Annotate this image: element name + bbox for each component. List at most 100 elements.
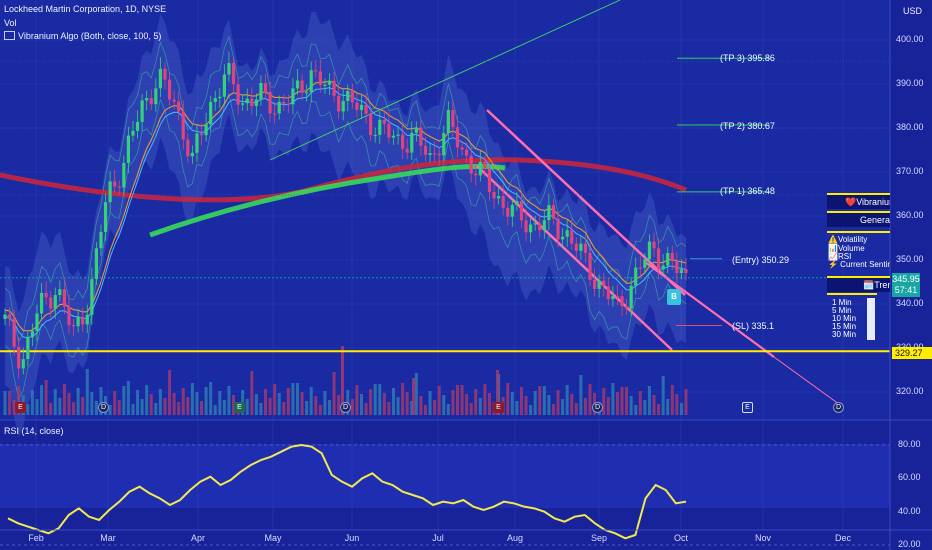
candle[interactable] (177, 91, 181, 121)
candle[interactable] (131, 120, 135, 142)
candle[interactable] (396, 127, 400, 145)
candle[interactable] (49, 291, 53, 318)
candle[interactable] (323, 78, 327, 94)
candle[interactable] (268, 81, 272, 123)
candle[interactable] (245, 88, 249, 111)
candle[interactable] (414, 121, 418, 142)
candle[interactable] (85, 304, 89, 334)
candle[interactable] (62, 279, 67, 315)
candle[interactable] (181, 100, 185, 150)
candle[interactable] (90, 267, 94, 325)
candle[interactable] (158, 57, 162, 98)
candle[interactable] (519, 190, 524, 228)
earnings-event-icon[interactable]: E (15, 402, 26, 413)
candle[interactable] (58, 280, 62, 302)
candle[interactable] (359, 94, 364, 119)
candle[interactable] (592, 268, 597, 297)
candle[interactable] (117, 180, 121, 195)
candle[interactable] (629, 276, 633, 317)
candle[interactable] (222, 64, 226, 103)
candle[interactable] (44, 281, 48, 305)
candle[interactable] (469, 146, 473, 183)
candle[interactable] (634, 257, 638, 295)
candle[interactable] (30, 323, 35, 347)
candle[interactable] (624, 298, 629, 315)
candle[interactable] (410, 121, 414, 161)
candle[interactable] (346, 84, 350, 112)
candle[interactable] (583, 234, 588, 264)
indicator-legend[interactable]: Vibranium Algo (Both, close, 100, 5) (4, 31, 161, 41)
candle[interactable] (163, 62, 167, 90)
candle[interactable] (12, 309, 16, 356)
candle[interactable] (140, 94, 144, 131)
candle[interactable] (675, 252, 679, 284)
candle[interactable] (99, 224, 103, 256)
candle[interactable] (656, 238, 661, 280)
candle[interactable] (615, 284, 620, 305)
candle[interactable] (295, 69, 300, 95)
candle[interactable] (652, 232, 656, 258)
candle[interactable] (501, 184, 505, 216)
candle[interactable] (606, 277, 610, 306)
candle[interactable] (277, 95, 281, 120)
candle[interactable] (391, 129, 396, 145)
candle[interactable] (35, 304, 39, 342)
volume-legend[interactable]: Vol (4, 18, 17, 28)
candle[interactable] (387, 112, 391, 144)
candle[interactable] (71, 318, 76, 337)
candle[interactable] (533, 215, 537, 231)
candle[interactable] (428, 143, 432, 163)
candle[interactable] (17, 336, 21, 379)
candle[interactable] (661, 254, 665, 276)
candle[interactable] (108, 171, 112, 213)
candle[interactable] (478, 150, 482, 182)
rsi-legend[interactable]: RSI (14, close) (4, 426, 64, 436)
candle[interactable] (465, 142, 469, 164)
candle[interactable] (204, 112, 208, 142)
candle[interactable] (53, 287, 57, 319)
candle[interactable] (263, 74, 268, 100)
candle[interactable] (638, 256, 642, 278)
candle[interactable] (113, 170, 117, 193)
candle[interactable] (3, 308, 7, 326)
candle[interactable] (579, 236, 583, 260)
candle[interactable] (510, 197, 514, 227)
candle[interactable] (574, 237, 578, 259)
dividend-event-icon[interactable]: D (98, 402, 109, 413)
candle[interactable] (515, 192, 519, 212)
candle[interactable] (337, 85, 341, 119)
candle[interactable] (679, 259, 684, 280)
candle[interactable] (327, 73, 332, 95)
candle[interactable] (446, 101, 450, 141)
candle[interactable] (39, 282, 44, 320)
candle[interactable] (529, 218, 533, 243)
dividend-event-icon[interactable]: D (592, 402, 603, 413)
candle[interactable] (218, 88, 222, 109)
candle[interactable] (643, 253, 647, 274)
candle[interactable] (145, 90, 149, 111)
candle[interactable] (199, 123, 204, 146)
candle[interactable] (542, 210, 546, 240)
candle[interactable] (373, 127, 377, 143)
candle[interactable] (597, 274, 601, 298)
dividend-event-icon[interactable]: D (833, 402, 844, 413)
candle[interactable] (341, 89, 345, 121)
earnings-event-icon[interactable]: E (742, 402, 753, 413)
candle[interactable] (318, 59, 322, 93)
candle[interactable] (190, 145, 194, 164)
candle[interactable] (460, 141, 464, 156)
candle[interactable] (213, 90, 217, 111)
candle[interactable] (332, 71, 336, 103)
candle[interactable] (538, 214, 542, 238)
earnings-event-icon[interactable]: E (493, 402, 504, 413)
candle[interactable] (250, 87, 254, 115)
candle[interactable] (423, 136, 428, 162)
candle[interactable] (241, 94, 245, 111)
candle[interactable] (227, 51, 231, 82)
candle[interactable] (26, 331, 30, 367)
candle[interactable] (524, 208, 528, 242)
candle[interactable] (286, 94, 290, 114)
candle[interactable] (195, 124, 199, 162)
candle[interactable] (67, 295, 71, 334)
